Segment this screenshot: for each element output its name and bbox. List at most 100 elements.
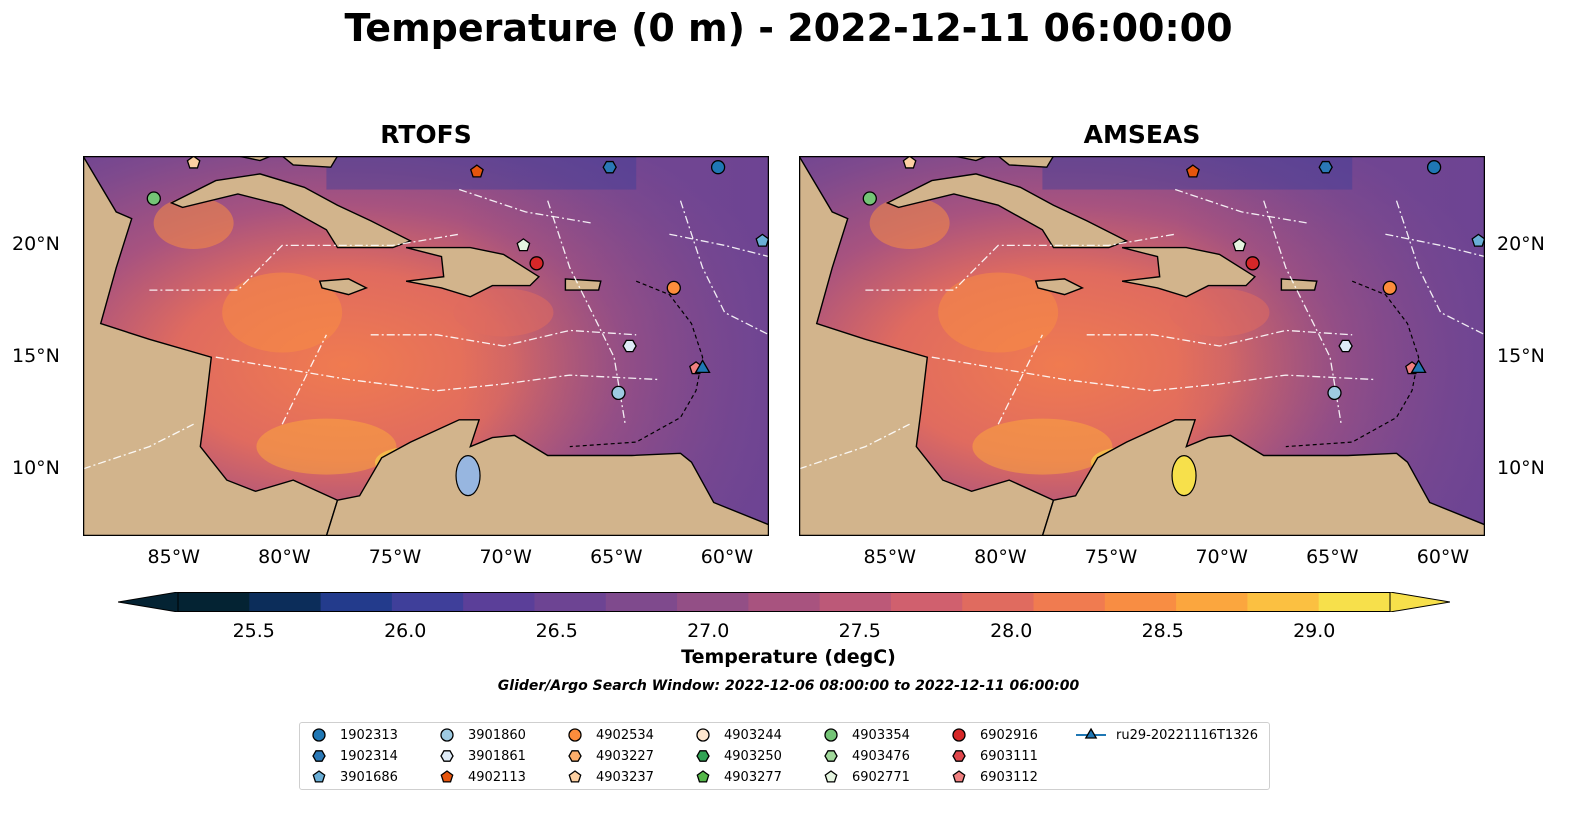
- legend-label: 3901860: [468, 727, 526, 743]
- legend-marker-4903277: [696, 770, 710, 783]
- legend-label: 3901686: [340, 769, 398, 785]
- warm-water-patch: [869, 197, 950, 250]
- warm-water-patch: [453, 288, 554, 337]
- hexagon-icon: [824, 750, 838, 762]
- legend-item: 3901686: [308, 768, 398, 786]
- legend-marker-1902314: [312, 750, 326, 762]
- circle-icon: [824, 728, 838, 742]
- legend-item: 6902771: [820, 768, 910, 786]
- float-marker-4903354: [146, 191, 161, 206]
- eez-boundary: [931, 356, 1375, 392]
- legend-marker-4902534: [568, 728, 582, 742]
- float-marker-1902314: [1318, 160, 1333, 174]
- lon-tick-label: 80°W: [258, 546, 311, 568]
- legend-label: 4903277: [724, 769, 782, 785]
- colorbar-segment: [1247, 592, 1320, 612]
- colorbar-segment: [391, 592, 464, 612]
- colorbar-segment: [320, 592, 393, 612]
- legend-label: 4903250: [724, 748, 782, 764]
- eez-boundary: [149, 233, 460, 291]
- float-marker-6902916: [1245, 256, 1260, 271]
- eez-boundary: [669, 233, 769, 258]
- legend-item: 4903244: [692, 726, 782, 744]
- colorbar: [118, 592, 1450, 612]
- colorbar-segment: [819, 592, 892, 612]
- eez-boundary: [1263, 200, 1342, 425]
- rtofs-map: [83, 156, 769, 536]
- legend-item: 4902534: [564, 726, 654, 744]
- land-mass: [405, 246, 541, 298]
- lake-maracaibo: [455, 455, 481, 497]
- lon-tick-label: 85°W: [863, 546, 916, 568]
- figure-title: Temperature (0 m) - 2022-12-11 06:00:00: [344, 6, 1233, 50]
- float-marker-4903237: [186, 156, 201, 169]
- colorbar-tick-label: 26.0: [384, 620, 427, 642]
- circle-icon: [568, 728, 582, 742]
- colorbar-tick-label: 28.5: [1141, 620, 1184, 642]
- lon-tick-label: 60°W: [1416, 546, 1470, 568]
- land-mass: [564, 278, 602, 291]
- colorbar-tick-label: 25.5: [232, 620, 275, 642]
- float-marker-3901686: [755, 233, 769, 247]
- lake-maracaibo: [1171, 455, 1197, 497]
- float-marker-4903237: [902, 156, 917, 169]
- map-frame: [83, 156, 769, 536]
- legend-marker-4903244: [696, 728, 710, 742]
- legend-label: 4903237: [596, 769, 654, 785]
- float-marker-3901861: [1338, 339, 1353, 353]
- hexagon-icon: [952, 750, 966, 762]
- colorbar-tick-label: 29.0: [1293, 620, 1336, 642]
- float-marker-1902313: [1426, 160, 1442, 175]
- warm-water-patch: [972, 418, 1113, 475]
- land-mass: [318, 278, 369, 296]
- lon-tick-label: 65°W: [590, 546, 643, 568]
- lon-tick-label: 75°W: [1084, 546, 1138, 568]
- circle-icon: [440, 728, 454, 742]
- eez-boundary: [458, 188, 593, 224]
- warm-water-patch: [153, 197, 234, 250]
- legend-item: 4903476: [820, 747, 910, 765]
- pentagon-icon: [696, 770, 710, 783]
- legend-label: 4903244: [724, 727, 782, 743]
- warm-water-patch: [1169, 288, 1270, 337]
- colorbar-tick-label: 26.5: [535, 620, 578, 642]
- map-frame: [799, 156, 1485, 536]
- legend-item: 6902916: [948, 726, 1038, 744]
- float-marker-1902314: [602, 160, 617, 174]
- legend-marker-4903227: [568, 750, 582, 762]
- eez-boundary: [215, 356, 659, 392]
- legend-label: 6902916: [980, 727, 1038, 743]
- colorbar-segment: [962, 592, 1035, 612]
- eez-boundary: [679, 200, 769, 336]
- float-marker-4902113: [1185, 164, 1200, 178]
- warm-water-patch: [938, 272, 1059, 353]
- float-marker-ru29-20221116T1326: [1410, 359, 1427, 374]
- legend-item: 6903112: [948, 768, 1038, 786]
- float-marker-6902771: [1232, 238, 1247, 252]
- pentagon-icon: [440, 770, 454, 783]
- legend-item: 6903111: [948, 747, 1038, 765]
- pentagon-icon: [952, 770, 966, 783]
- legend-item: 4903354: [820, 726, 910, 744]
- legend-label: 4902113: [468, 769, 526, 785]
- eez-boundary: [865, 233, 1176, 291]
- legend-label: 1902314: [340, 748, 398, 764]
- float-marker-6902771: [516, 238, 531, 252]
- lat-tick-label: 10°N: [1497, 456, 1545, 479]
- land-mass: [281, 156, 339, 168]
- legend-item: 1902313: [308, 726, 398, 744]
- colorbar-segment: [605, 592, 678, 612]
- legend-marker-4903237: [568, 770, 582, 783]
- lon-tick-label: 65°W: [1306, 546, 1359, 568]
- legend-marker-4903476: [824, 750, 838, 762]
- hexagon-icon: [440, 750, 454, 762]
- legend-label: 6902771: [852, 769, 910, 785]
- eez-boundary: [799, 423, 910, 470]
- panel-title-rtofs: RTOFS: [380, 120, 472, 149]
- eez-boundary: [547, 200, 626, 425]
- colorbar-segment: [1318, 592, 1391, 612]
- legend-label: 3901861: [468, 748, 526, 764]
- legend-item: 3901860: [436, 726, 526, 744]
- lat-tick-label: 15°N: [1497, 345, 1545, 368]
- legend-marker-4903354: [824, 728, 838, 742]
